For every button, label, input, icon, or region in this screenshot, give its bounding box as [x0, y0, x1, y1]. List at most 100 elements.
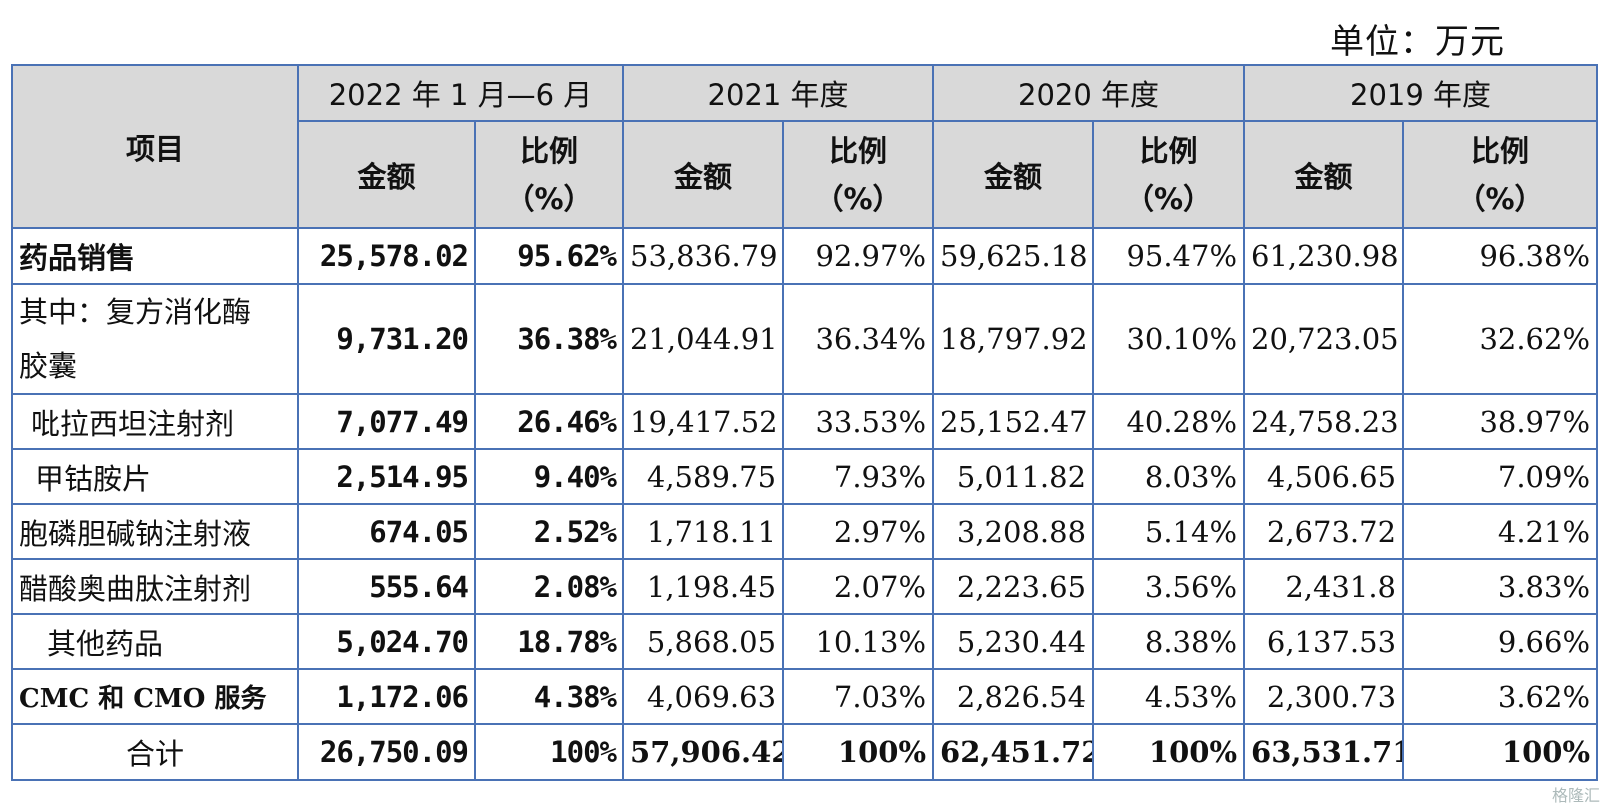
header-ratio: 比例 （%） [473, 120, 625, 229]
cell-amount: 5,024.70 [297, 613, 476, 670]
cell-ratio: 32.62% [1402, 283, 1599, 395]
cell-ratio: 3.83% [1402, 558, 1599, 615]
cell-amount: 63,531.71 [1243, 723, 1405, 781]
cell-ratio: 2.08% [473, 558, 625, 615]
cell-amount: 4,589.75 [622, 448, 785, 505]
cell-amount: 21,044.91 [622, 283, 785, 395]
cell-ratio: 2.52% [473, 503, 625, 560]
cell-ratio: 5.14% [1092, 503, 1246, 560]
table-row: 醋酸奥曲肽注射剂 555.64 2.08% 1,198.45 2.07% 2,2… [11, 558, 1599, 615]
row-label-total: 合计 [11, 723, 299, 781]
cell-ratio: 92.97% [782, 227, 935, 285]
cell-ratio: 8.03% [1092, 448, 1246, 505]
cell-ratio: 7.93% [782, 448, 935, 505]
cell-ratio: 100% [1092, 723, 1246, 781]
cell-ratio: 4.21% [1402, 503, 1599, 560]
cell-amount: 25,578.02 [297, 227, 476, 285]
revenue-table: 项目 2022 年 1 月—6 月 2021 年度 2020 年度 2019 年… [11, 64, 1599, 781]
cell-ratio: 2.07% [782, 558, 935, 615]
cell-ratio: 2.97% [782, 503, 935, 560]
cell-amount: 20,723.05 [1243, 283, 1405, 395]
cell-amount: 555.64 [297, 558, 476, 615]
header-amount: 金额 [1243, 120, 1405, 229]
cell-ratio: 33.53% [782, 393, 935, 450]
cell-amount: 5,011.82 [932, 448, 1095, 505]
cell-amount: 674.05 [297, 503, 476, 560]
cell-amount: 59,625.18 [932, 227, 1095, 285]
table-row: 其中：复方消化酶 胶囊 9,731.20 36.38% 21,044.91 36.… [11, 283, 1599, 395]
table-row: 吡拉西坦注射剂 7,077.49 26.46% 19,417.52 33.53%… [11, 393, 1599, 450]
cell-ratio: 9.66% [1402, 613, 1599, 670]
cell-ratio: 7.03% [782, 668, 935, 725]
row-label: 吡拉西坦注射剂 [11, 393, 299, 450]
cell-amount: 9,731.20 [297, 283, 476, 395]
table-row: 药品销售 25,578.02 95.62% 53,836.79 92.97% 5… [11, 227, 1599, 285]
row-label: 甲钴胺片 [11, 448, 299, 505]
header-ratio: 比例 （%） [1402, 120, 1599, 229]
header-period-2020: 2020 年度 [932, 64, 1246, 122]
cell-amount: 4,069.63 [622, 668, 785, 725]
header-ratio: 比例 （%） [1092, 120, 1246, 229]
table-row: CMC 和 CMO 服务 1,172.06 4.38% 4,069.63 7.0… [11, 668, 1599, 725]
header-row-columns: 金额 比例 （%） 金额 比例 （%） 金额 比例 （%） 金额 比例 （%） [12, 120, 1599, 229]
cell-ratio: 100% [782, 723, 935, 781]
cell-ratio: 26.46% [473, 393, 625, 450]
cell-amount: 6,137.53 [1243, 613, 1405, 670]
cell-amount: 1,198.45 [622, 558, 785, 615]
cell-ratio: 36.38% [473, 283, 625, 395]
cell-amount: 61,230.98 [1243, 227, 1405, 285]
cell-amount: 2,431.8 [1243, 558, 1405, 615]
table-row: 其他药品 5,024.70 18.78% 5,868.05 10.13% 5,2… [11, 613, 1599, 670]
cell-ratio: 36.34% [782, 283, 935, 395]
watermark-logo: 格隆汇 [1551, 786, 1600, 805]
row-label: 醋酸奥曲肽注射剂 [11, 558, 299, 615]
header-period-2022h1: 2022 年 1 月—6 月 [296, 64, 625, 122]
cell-amount: 1,172.06 [297, 668, 476, 725]
cell-ratio: 4.38% [473, 668, 625, 725]
cell-amount: 18,797.92 [932, 283, 1095, 395]
cell-amount: 62,451.72 [932, 723, 1095, 781]
row-label: CMC 和 CMO 服务 [11, 668, 299, 725]
cell-amount: 24,758.23 [1243, 393, 1405, 450]
header-period-2021: 2021 年度 [622, 64, 935, 122]
cell-ratio: 3.62% [1402, 668, 1599, 725]
cell-amount: 2,826.54 [932, 668, 1095, 725]
header-amount: 金额 [297, 120, 476, 229]
cell-ratio: 3.56% [1092, 558, 1246, 615]
table-row-total: 合计 26,750.09 100% 57,906.42 100% 62,451.… [11, 723, 1599, 781]
cell-ratio: 30.10% [1092, 283, 1246, 395]
cell-amount: 3,208.88 [932, 503, 1095, 560]
cell-ratio: 40.28% [1092, 393, 1246, 450]
row-label: 胞磷胆碱钠注射液 [11, 503, 299, 560]
cell-ratio: 95.62% [473, 227, 625, 285]
cell-amount: 19,417.52 [622, 393, 785, 450]
cell-ratio: 100% [473, 723, 625, 781]
row-label: 药品销售 [11, 227, 299, 285]
header-amount: 金额 [622, 120, 785, 229]
header-row-periods: 项目 2022 年 1 月—6 月 2021 年度 2020 年度 2019 年… [11, 64, 1599, 229]
row-label: 其他药品 [11, 613, 299, 670]
table-row: 胞磷胆碱钠注射液 674.05 2.52% 1,718.11 2.97% 3,2… [11, 503, 1599, 560]
cell-amount: 7,077.49 [297, 393, 476, 450]
cell-amount: 25,152.47 [932, 393, 1095, 450]
cell-ratio: 4.53% [1092, 668, 1246, 725]
cell-amount: 4,506.65 [1243, 448, 1405, 505]
cell-ratio: 18.78% [473, 613, 625, 670]
cell-amount: 57,906.42 [622, 723, 785, 781]
cell-amount: 2,223.65 [932, 558, 1095, 615]
cell-amount: 2,673.72 [1243, 503, 1405, 560]
cell-amount: 1,718.11 [622, 503, 785, 560]
table-row: 甲钴胺片 2,514.95 9.40% 4,589.75 7.93% 5,011… [11, 448, 1599, 505]
cell-amount: 5,868.05 [622, 613, 785, 670]
cell-amount: 53,836.79 [622, 227, 785, 285]
cell-ratio: 7.09% [1402, 448, 1599, 505]
cell-ratio: 8.38% [1092, 613, 1246, 670]
cell-amount: 5,230.44 [932, 613, 1095, 670]
cell-ratio: 95.47% [1092, 227, 1246, 285]
unit-label: 单位：万元 [1330, 22, 1505, 62]
cell-amount: 2,300.73 [1243, 668, 1405, 725]
header-amount: 金额 [932, 120, 1095, 229]
cell-ratio: 9.40% [473, 448, 625, 505]
cell-amount: 2,514.95 [297, 448, 476, 505]
cell-ratio: 96.38% [1402, 227, 1599, 285]
